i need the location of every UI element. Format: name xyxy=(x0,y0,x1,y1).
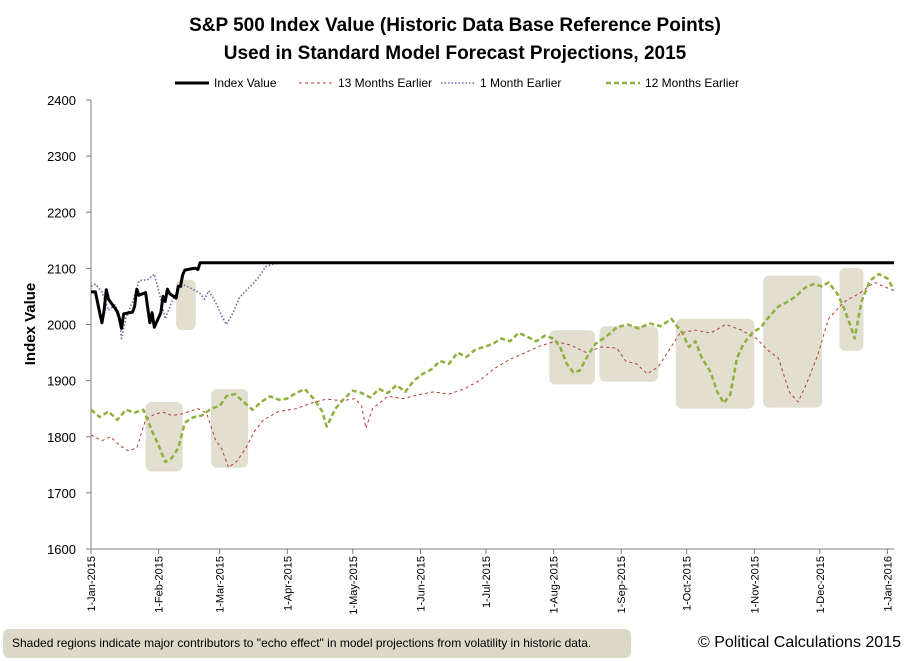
x-tick-label: 1-Sep-2015 xyxy=(616,556,628,614)
chart-title-line-1: S&P 500 Index Value (Historic Data Base … xyxy=(189,15,721,36)
axes: 1600 1700 1800 1900 2000 2100 2200 2300 2400 1-Ja… xyxy=(47,93,894,615)
series-lines xyxy=(90,261,896,469)
legend: Index Value 13 Months Earlier 1 Month Earl… xyxy=(175,76,739,90)
y-axis-title: Index Value xyxy=(22,283,39,366)
series-line-2 xyxy=(90,261,894,340)
y-tick-label: 1800 xyxy=(47,430,76,445)
x-tick-label: 1-Dec-2015 xyxy=(815,556,827,613)
y-tick-label: 2300 xyxy=(47,149,76,164)
y-tick-label: 2200 xyxy=(47,205,76,220)
y-tick-label: 1600 xyxy=(47,542,76,557)
y-tick-label: 1900 xyxy=(47,374,76,389)
shaded-region-5 xyxy=(675,318,755,409)
y-tick-label: 1700 xyxy=(47,486,76,501)
chart-title-line-2: Used in Standard Model Forecast Projecti… xyxy=(224,43,687,64)
shaded-region-6 xyxy=(763,275,822,408)
series-line-0 xyxy=(91,261,894,330)
x-tick-label: 1-Mar-2015 xyxy=(215,556,227,613)
shaded-regions xyxy=(145,267,864,472)
y-tick-label: 2400 xyxy=(47,93,76,108)
footnote: Shaded regions indicate major contributo… xyxy=(3,629,631,658)
chart-title: S&P 500 Index Value (Historic Data Base … xyxy=(189,15,721,64)
series-line-3 xyxy=(90,272,896,464)
y-tick-label: 2000 xyxy=(47,318,76,333)
credit: © Political Calculations 2015 xyxy=(697,634,901,651)
y-tick-label: 2100 xyxy=(47,261,76,276)
x-tick-label: 1-Nov-2015 xyxy=(749,556,761,613)
legend-label-1: 13 Months Earlier xyxy=(338,76,432,90)
shaded-region-3 xyxy=(549,330,596,385)
shaded-region-0 xyxy=(145,401,183,472)
shaded-region-1 xyxy=(176,279,196,331)
x-tick-label: 1-Jul-2015 xyxy=(481,556,493,608)
x-tick-label: 1-May-2015 xyxy=(348,556,360,615)
shaded-region-4 xyxy=(599,326,659,382)
legend-label-2: 1 Month Earlier xyxy=(480,76,561,90)
x-tick-label: 1-Jan-2015 xyxy=(86,556,98,612)
x-tick-label: 1-Feb-2015 xyxy=(154,556,166,613)
x-tick-label: 1-Aug-2015 xyxy=(549,556,561,614)
legend-label-3: 12 Months Earlier xyxy=(645,76,739,90)
x-tick-label: 1-Oct-2015 xyxy=(682,556,694,611)
x-tick-label: 1-Jan-2016 xyxy=(882,556,894,612)
x-tick-label: 1-Jun-2015 xyxy=(415,556,427,612)
legend-label-0: Index Value xyxy=(214,76,277,90)
x-tick-label: 1-Apr-2015 xyxy=(282,556,294,611)
shaded-region-2 xyxy=(211,389,249,468)
